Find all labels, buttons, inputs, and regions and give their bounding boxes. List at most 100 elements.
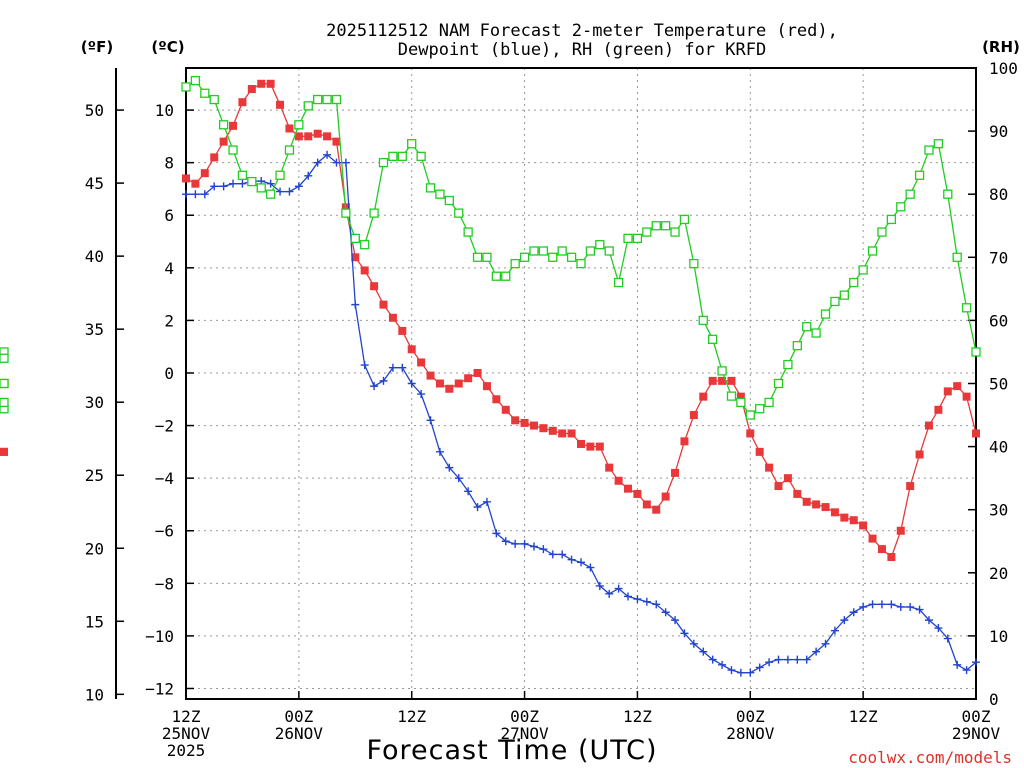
temperature-point bbox=[793, 489, 802, 498]
fahrenheit-tick-label: 10 bbox=[85, 685, 104, 704]
rh-point bbox=[378, 157, 389, 168]
temperature-point bbox=[464, 374, 473, 383]
rh-point bbox=[275, 170, 285, 180]
dewpoint-point bbox=[304, 171, 313, 180]
rh-point bbox=[830, 296, 840, 307]
rh-point bbox=[0, 397, 9, 408]
rh-tick-label: 80 bbox=[989, 185, 1008, 204]
dewpoint-point bbox=[783, 655, 792, 664]
x-tick-label: 12Z bbox=[849, 707, 878, 726]
x-tick-label: 12Z bbox=[172, 707, 201, 726]
x-axis-label: Forecast Time (UTC) bbox=[366, 735, 657, 766]
temperature-point bbox=[266, 79, 275, 88]
dewpoint-point bbox=[840, 616, 849, 625]
temperature-point bbox=[182, 174, 190, 183]
temperature-point bbox=[332, 137, 341, 146]
rh-point bbox=[792, 340, 802, 351]
dewpoint-point bbox=[624, 592, 633, 601]
rh-point bbox=[237, 170, 248, 180]
rh-point bbox=[482, 252, 492, 262]
temperature-point bbox=[689, 411, 698, 420]
rh-tick-label: 40 bbox=[989, 438, 1008, 457]
temperature-point bbox=[915, 450, 924, 459]
dewpoint-point bbox=[896, 602, 905, 611]
dewpoint-point bbox=[313, 158, 322, 167]
temperature-point bbox=[435, 379, 444, 388]
temperature-point bbox=[906, 482, 915, 491]
dewpoint-point bbox=[765, 658, 774, 667]
x-tick-label: 26NOV bbox=[275, 724, 324, 743]
temperature-point bbox=[370, 282, 379, 291]
temperature-point bbox=[708, 376, 717, 385]
temperature-point bbox=[219, 137, 228, 146]
temperature-point bbox=[473, 368, 482, 377]
temperature-point bbox=[774, 482, 783, 491]
x-tick-label: 27NOV bbox=[500, 724, 549, 743]
x-tick-label: 00Z bbox=[284, 707, 313, 726]
rh-tick-label: 10 bbox=[989, 627, 1008, 646]
rh-point bbox=[407, 139, 417, 149]
temperature-point bbox=[229, 121, 238, 130]
dewpoint-point bbox=[614, 584, 623, 593]
rh-point bbox=[435, 189, 445, 199]
dewpoint-point bbox=[520, 539, 529, 548]
dewpoint-point bbox=[511, 539, 520, 548]
dewpoint-point bbox=[877, 600, 886, 609]
gridlines bbox=[186, 68, 976, 699]
temperature-point bbox=[388, 313, 397, 322]
temperature-point bbox=[200, 169, 209, 178]
temperature-point bbox=[605, 463, 614, 472]
dewpoint-point bbox=[529, 542, 538, 551]
rh-point bbox=[209, 94, 219, 105]
dewpoint-point bbox=[746, 668, 755, 677]
rh-point bbox=[764, 397, 774, 408]
x-tick-label: 28NOV bbox=[726, 724, 775, 743]
rh-tick-label: 50 bbox=[989, 375, 1008, 394]
dewpoint-line bbox=[186, 153, 977, 674]
temperature-point bbox=[652, 505, 661, 514]
rh-point bbox=[519, 252, 530, 262]
rh-point bbox=[773, 378, 784, 389]
rh-point bbox=[623, 233, 633, 244]
rh-point bbox=[867, 246, 878, 256]
x-tick-label: 00Z bbox=[962, 707, 991, 726]
dewpoint-point bbox=[388, 363, 397, 372]
rh-point bbox=[331, 94, 342, 105]
temperature-point bbox=[934, 405, 943, 414]
x-tick-label: 12Z bbox=[623, 707, 652, 726]
dewpoint-point bbox=[285, 187, 294, 196]
rh-unit-label: (RH) bbox=[982, 38, 1020, 56]
rh-point bbox=[858, 265, 868, 275]
dewpoint-point bbox=[633, 595, 642, 604]
rh-point bbox=[689, 258, 699, 269]
dewpoint-point bbox=[351, 300, 360, 309]
dewpoint-point bbox=[586, 563, 595, 572]
x-tick-label: 25NOV bbox=[162, 724, 211, 743]
celsius-tick-label: 8 bbox=[164, 154, 174, 173]
rh-point bbox=[294, 120, 304, 130]
chart-title-line2: Dewpoint (blue), RH (green) for KRFD bbox=[398, 40, 766, 60]
rh-point bbox=[576, 258, 586, 269]
dewpoint-point bbox=[445, 463, 454, 472]
temperature-point bbox=[0, 447, 8, 456]
dewpoint-point bbox=[972, 658, 980, 667]
rh-point bbox=[0, 353, 9, 363]
dewpoint-point bbox=[849, 608, 858, 617]
rh-point bbox=[905, 189, 915, 199]
temperature-point bbox=[285, 124, 294, 133]
temperature-point bbox=[896, 526, 905, 535]
dewpoint-point bbox=[558, 550, 567, 559]
dewpoint-point bbox=[924, 616, 933, 625]
dewpoint-point bbox=[906, 602, 915, 611]
rh-point bbox=[849, 277, 859, 288]
rh-point bbox=[755, 404, 765, 414]
rh-point bbox=[284, 145, 295, 155]
temperature-point bbox=[671, 468, 680, 477]
rh-tick-label: 20 bbox=[989, 564, 1008, 583]
celsius-tick-label: 2 bbox=[164, 311, 174, 330]
rh-point bbox=[839, 290, 849, 300]
celsius-tick-label: 6 bbox=[164, 206, 174, 225]
rh-point bbox=[350, 233, 360, 244]
rh-point bbox=[491, 271, 502, 281]
temperature-point bbox=[558, 429, 567, 438]
